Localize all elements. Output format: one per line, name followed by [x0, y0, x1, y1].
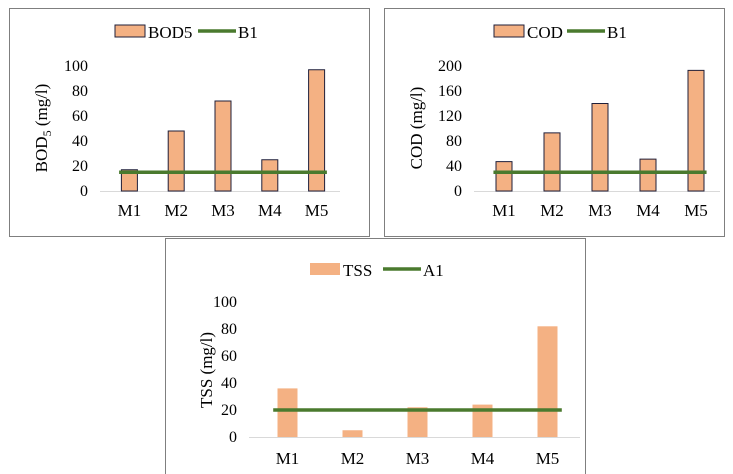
legend-swatch-TSS — [310, 263, 340, 275]
x-tick-label: M1 — [118, 201, 142, 220]
legend: BOD5 B1 — [114, 23, 258, 42]
x-tick-label: M5 — [536, 449, 560, 468]
y-tick-label: 80 — [221, 321, 237, 338]
bar-TSS-M4 — [472, 404, 493, 437]
x-tick-label: M4 — [636, 201, 660, 220]
x-tick-label: M5 — [305, 201, 329, 220]
bar-BOD5-M4 — [261, 159, 279, 192]
legend-label-COD: COD — [527, 23, 563, 42]
x-tick-label: M5 — [684, 201, 708, 220]
legend-swatch-BOD5 — [114, 24, 146, 38]
chart-frame — [384, 8, 725, 237]
x-tick-label: M4 — [471, 449, 495, 468]
bar-COD-M2 — [543, 132, 561, 192]
bar-BOD5-M5 — [308, 69, 326, 192]
y-tick-label: 100 — [213, 294, 237, 311]
y-axis-label: TSS (mg/l) — [197, 332, 216, 408]
chart-frame — [165, 238, 586, 474]
y-tick-label: 100 — [64, 58, 88, 75]
chart-panel-1: 0 20 40 60 80 100 BOD5 (mg/l) M1 M2 M3 M4 M5 BOD5 B1 — [9, 8, 370, 237]
bar-TSS-M1 — [277, 388, 298, 437]
bar-TSS-M3 — [407, 407, 428, 437]
bar-COD-M4 — [639, 158, 657, 192]
y-tick-label: 200 — [438, 58, 462, 75]
chart-panel-2: 0 40 80 120 160 200 COD (mg/l) M1 M2 M3 M4 M5 COD B1 — [384, 8, 725, 237]
y-axis-label: COD (mg/l) — [407, 87, 426, 170]
legend: TSS A1 — [310, 261, 444, 280]
y-tick-label: 40 — [72, 133, 88, 150]
bar-BOD5-M1 — [120, 169, 138, 192]
legend-label-TSS: TSS — [343, 261, 372, 280]
legend-label-B1: B1 — [607, 23, 627, 42]
x-tick-label: M2 — [164, 201, 188, 220]
x-tick-label: M2 — [540, 201, 564, 220]
x-tick-label: M3 — [588, 201, 612, 220]
bar-BOD5-M2 — [167, 130, 185, 192]
chart-panel-3: 0 20 40 60 80 100 TSS (mg/l) M1 M2 M3 M4 M5 TSS A1 — [165, 238, 586, 474]
y-tick-label: 40 — [446, 158, 462, 175]
y-tick-label: 60 — [72, 108, 88, 125]
bar-COD-M3 — [591, 103, 609, 192]
x-tick-label: M3 — [406, 449, 430, 468]
y-axis-label: BOD5 (mg/l) — [32, 84, 54, 173]
y-tick-label: 60 — [221, 348, 237, 365]
y-tick-label: 40 — [221, 375, 237, 392]
x-tick-label: M1 — [492, 201, 516, 220]
y-tick-label: 0 — [229, 429, 237, 446]
x-tick-label: M4 — [258, 201, 282, 220]
x-tick-label: M3 — [211, 201, 235, 220]
y-tick-label: 20 — [221, 402, 237, 419]
y-tick-label: 0 — [454, 183, 462, 200]
bar-TSS-M2 — [342, 430, 363, 437]
bar-COD-M1 — [495, 161, 513, 192]
bar-BOD5-M3 — [214, 100, 232, 192]
x-tick-label: M1 — [276, 449, 300, 468]
y-tick-label: 80 — [72, 83, 88, 100]
y-tick-label: 20 — [72, 158, 88, 175]
y-tick-label: 0 — [80, 183, 88, 200]
y-tick-label: 80 — [446, 133, 462, 150]
legend-label-B1: B1 — [238, 23, 258, 42]
y-tick-label: 120 — [438, 108, 462, 125]
bar-COD-M5 — [687, 69, 705, 192]
legend-label-BOD5: BOD5 — [148, 23, 192, 42]
y-tick-label: 160 — [438, 83, 462, 100]
bar-TSS-M5 — [537, 326, 558, 437]
x-tick-label: M2 — [341, 449, 365, 468]
legend-label-A1: A1 — [423, 261, 444, 280]
legend-swatch-COD — [493, 24, 525, 38]
legend: COD B1 — [493, 23, 627, 42]
